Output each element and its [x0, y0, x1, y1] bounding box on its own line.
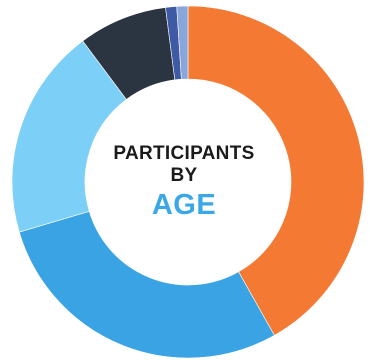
donut-slice-1 [187, 5, 365, 336]
donut-slice-6 [176, 5, 189, 80]
donut-slice-2 [18, 210, 275, 359]
donut-slice-3 [11, 40, 127, 233]
